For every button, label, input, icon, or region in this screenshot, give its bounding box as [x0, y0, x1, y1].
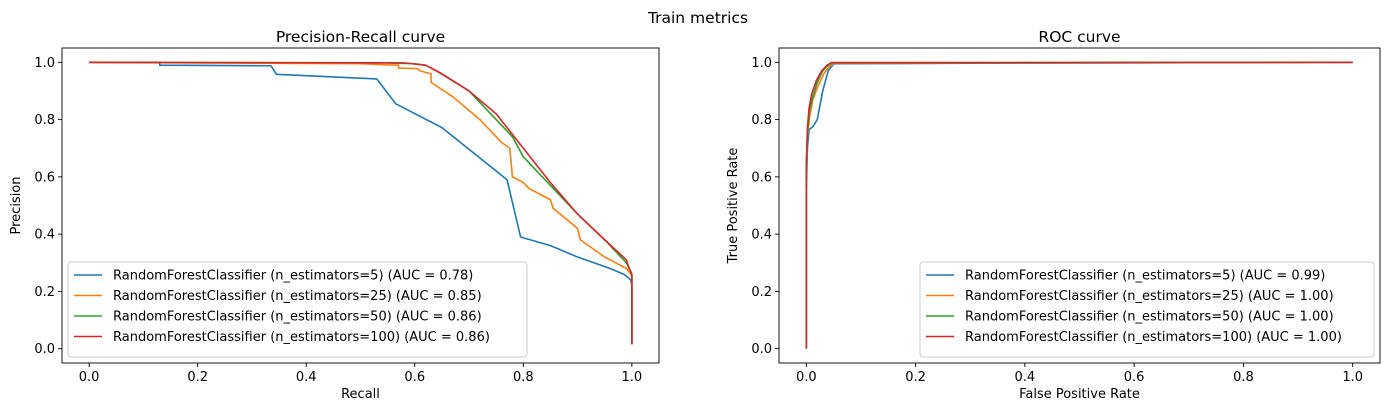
- roc-y-axis-label: True Positive Rate: [726, 148, 741, 265]
- pr-y-axis-label: Precision: [9, 176, 24, 234]
- roc-x-tick-label: 0.4: [1015, 370, 1036, 385]
- roc-y-tick-label: 0.0: [751, 342, 772, 357]
- pr-x-tick-label: 0.0: [79, 370, 100, 385]
- pr-x-axis-label: Recall: [341, 387, 380, 402]
- pr-x-tick-label: 0.4: [296, 370, 317, 385]
- pr-x-tick-label: 0.6: [404, 370, 425, 385]
- roc-legend: RandomForestClassifier (n_estimators=5) …: [919, 261, 1375, 358]
- pr-legend-label-1: RandomForestClassifier (n_estimators=25)…: [113, 289, 482, 304]
- pr-axes-frame: [61, 47, 660, 364]
- roc-axes-frame: [778, 47, 1381, 364]
- pr-series-line-1: [89, 61, 633, 345]
- pr-series-line-3: [89, 61, 633, 345]
- pr-x-tick-label: 0.2: [187, 370, 208, 385]
- figure-suptitle: Train metrics: [647, 9, 748, 27]
- pr-legend-box: [67, 261, 528, 358]
- pr-y-tick-label: 0.8: [34, 113, 55, 128]
- roc-x-axis-label: False Positive Rate: [1019, 387, 1140, 402]
- pr-y-tick-label: 0.4: [34, 228, 55, 243]
- pr-series-line-0: [89, 61, 633, 345]
- pr-legend-label-0: RandomForestClassifier (n_estimators=5) …: [113, 269, 473, 284]
- roc-y-tick-label: 0.8: [751, 113, 772, 128]
- roc-legend-label-1: RandomForestClassifier (n_estimators=25)…: [965, 289, 1334, 304]
- roc-legend-box: [919, 261, 1375, 358]
- roc-legend-label-3: RandomForestClassifier (n_estimators=100…: [965, 330, 1342, 345]
- roc-legend-label-0: RandomForestClassifier (n_estimators=5) …: [965, 269, 1325, 284]
- roc-series-group: [805, 61, 1353, 349]
- roc-y-tick-label: 1.0: [751, 56, 772, 71]
- pr-legend: RandomForestClassifier (n_estimators=5) …: [67, 261, 528, 358]
- roc-series-line-3: [805, 61, 1353, 349]
- pr-x-tick-label: 1.0: [622, 370, 643, 385]
- roc-y-tick-label: 0.4: [751, 228, 772, 243]
- pr-y-tick-label: 0.0: [34, 342, 55, 357]
- roc-x-tick-label: 0.0: [796, 370, 817, 385]
- pr-legend-label-2: RandomForestClassifier (n_estimators=50)…: [113, 310, 482, 325]
- pr-legend-label-3: RandomForestClassifier (n_estimators=100…: [113, 330, 490, 345]
- roc-y-tick-label: 0.2: [751, 285, 772, 300]
- roc-x-tick-label: 0.2: [905, 370, 926, 385]
- roc-x-tick-label: 0.6: [1124, 370, 1145, 385]
- pr-x-tick-label: 0.8: [513, 370, 534, 385]
- pr-series-group: [89, 61, 633, 345]
- roc-y-tick-label: 0.6: [751, 170, 772, 185]
- roc-title: ROC curve: [1038, 28, 1120, 46]
- roc-x-tick-label: 0.8: [1233, 370, 1254, 385]
- pr-y-tick-label: 0.6: [34, 170, 55, 185]
- roc-panel: ROC curve 0.0 0.2 0.4 0.6 0.8 1.0 0.0 0.2 0.4 0.6 0…: [726, 28, 1381, 402]
- pr-y-tick-label: 0.2: [34, 285, 55, 300]
- pr-y-tick-label: 1.0: [34, 56, 55, 71]
- pr-title: Precision-Recall curve: [276, 28, 445, 46]
- roc-legend-label-2: RandomForestClassifier (n_estimators=50)…: [965, 310, 1334, 325]
- roc-x-tick-label: 1.0: [1342, 370, 1363, 385]
- precision-recall-panel: Precision-Recall curve 0.0 0.2 0.4 0.6 0.8 1.0…: [9, 28, 660, 402]
